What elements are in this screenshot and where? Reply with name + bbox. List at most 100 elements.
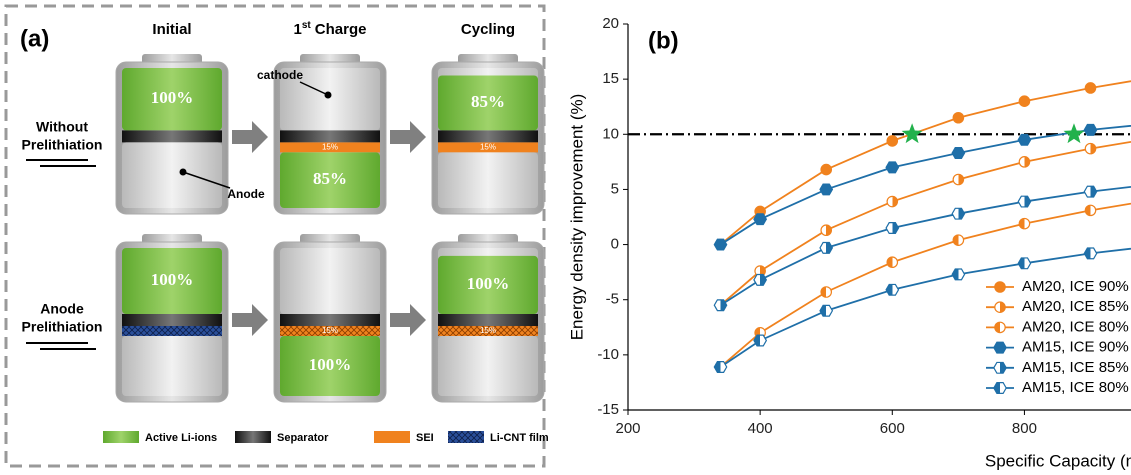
- sei-label: 15%: [322, 326, 338, 335]
- legend-marker: [994, 281, 1006, 293]
- anode: [122, 142, 222, 208]
- arrows: [232, 121, 426, 336]
- batteries: 100% 15% 85% 85% 15% 100% 15% 100% 100% 15%: [115, 54, 545, 403]
- callout-label: cathode: [257, 68, 303, 82]
- panel-a-legend: [103, 431, 484, 443]
- row-title: Prelithiation: [22, 137, 103, 153]
- battery-percent: 85%: [471, 92, 505, 111]
- marker: [952, 173, 965, 186]
- marker: [1017, 257, 1032, 270]
- x-tick-label: 200: [615, 420, 640, 437]
- legend-label: AM20, ICE 90%: [1022, 278, 1129, 295]
- marker: [1083, 185, 1098, 198]
- marker: [1017, 195, 1032, 208]
- row-title: Without: [36, 119, 88, 135]
- marker: [713, 361, 728, 373]
- x-axis-label: Specific Capacity (mAh g⁻¹): [985, 451, 1131, 470]
- panel-label: (b): [648, 27, 679, 54]
- marker: [1084, 82, 1097, 94]
- legend-label: SEI: [416, 432, 434, 444]
- y-tick-label: -5: [606, 291, 619, 308]
- marker: [1084, 142, 1097, 155]
- marker: [1018, 217, 1031, 230]
- battery-percent: 100%: [151, 88, 194, 107]
- anode: [438, 336, 538, 396]
- row-title: Prelithiation: [22, 319, 103, 335]
- marker: [820, 163, 833, 176]
- marker: [1017, 133, 1032, 146]
- panel-border: [4, 4, 546, 468]
- legend-label: Li-CNT film: [490, 432, 549, 444]
- marker: [885, 161, 900, 174]
- y-tick-label: 5: [611, 180, 619, 197]
- row-symbol: [26, 159, 96, 167]
- sei-label: 15%: [322, 143, 338, 152]
- marker: [951, 147, 966, 159]
- x-tick-label: 600: [880, 420, 905, 437]
- separator: [438, 130, 538, 143]
- column-title: Cycling: [461, 21, 515, 38]
- sei: [280, 326, 380, 336]
- sei: [438, 142, 538, 153]
- marker: [820, 224, 833, 237]
- sei-label: 15%: [480, 143, 496, 152]
- legend-label: AM20, ICE 80%: [1022, 318, 1129, 335]
- marker: [819, 304, 834, 317]
- marker: [886, 256, 899, 269]
- marker: [753, 213, 768, 226]
- column-title: Initial: [152, 21, 191, 38]
- battery-percent: 100%: [151, 270, 194, 289]
- sei-label: 15%: [480, 326, 496, 335]
- marker: [1018, 95, 1031, 107]
- marker: [886, 135, 899, 147]
- marker: [886, 195, 899, 208]
- active-li: [438, 255, 538, 314]
- sei: [438, 326, 538, 336]
- legend-label: Active Li-ions: [145, 432, 217, 444]
- legend-label: AM15, ICE 85%: [1022, 359, 1129, 376]
- separator: [280, 314, 380, 326]
- legend-marker: [993, 361, 1007, 374]
- marker: [952, 111, 965, 124]
- marker: [753, 273, 768, 286]
- anode: [438, 152, 538, 208]
- marker: [820, 286, 833, 298]
- anode: [122, 336, 222, 396]
- y-tick-label: -15: [597, 401, 619, 418]
- separator: [122, 314, 222, 326]
- legend-label: AM15, ICE 90%: [1022, 339, 1129, 356]
- y-tick-label: 10: [602, 125, 619, 142]
- marker: [885, 283, 900, 296]
- marker: [1083, 247, 1098, 260]
- legend-marker: [994, 301, 1006, 313]
- marker: [951, 207, 966, 220]
- separator: [280, 130, 380, 143]
- marker: [885, 222, 900, 234]
- marker: [1083, 123, 1098, 136]
- legend-label: Separator: [277, 432, 329, 444]
- row-title: Anode: [40, 301, 84, 317]
- y-tick-label: 20: [602, 15, 619, 32]
- separator: [122, 130, 222, 143]
- marker: [713, 299, 728, 312]
- cathode: [280, 248, 380, 314]
- battery-percent: 85%: [313, 169, 347, 188]
- marker: [952, 234, 965, 246]
- legend-label: AM15, ICE 80%: [1022, 379, 1129, 396]
- x-tick-label: 400: [748, 420, 773, 437]
- active-li: [280, 152, 380, 208]
- marker: [819, 241, 834, 254]
- marker: [951, 268, 966, 281]
- marker: [753, 334, 768, 347]
- y-tick-label: -10: [597, 346, 619, 363]
- active-li: [438, 75, 538, 131]
- callouts: [179, 81, 332, 189]
- li-cnt-film: [122, 326, 222, 336]
- star-marker: [1063, 123, 1085, 144]
- column-title: 1st Charge: [294, 20, 367, 38]
- separator: [438, 314, 538, 326]
- marker: [713, 238, 728, 251]
- series-line: [720, 124, 1131, 246]
- legend-label: AM20, ICE 85%: [1022, 298, 1129, 315]
